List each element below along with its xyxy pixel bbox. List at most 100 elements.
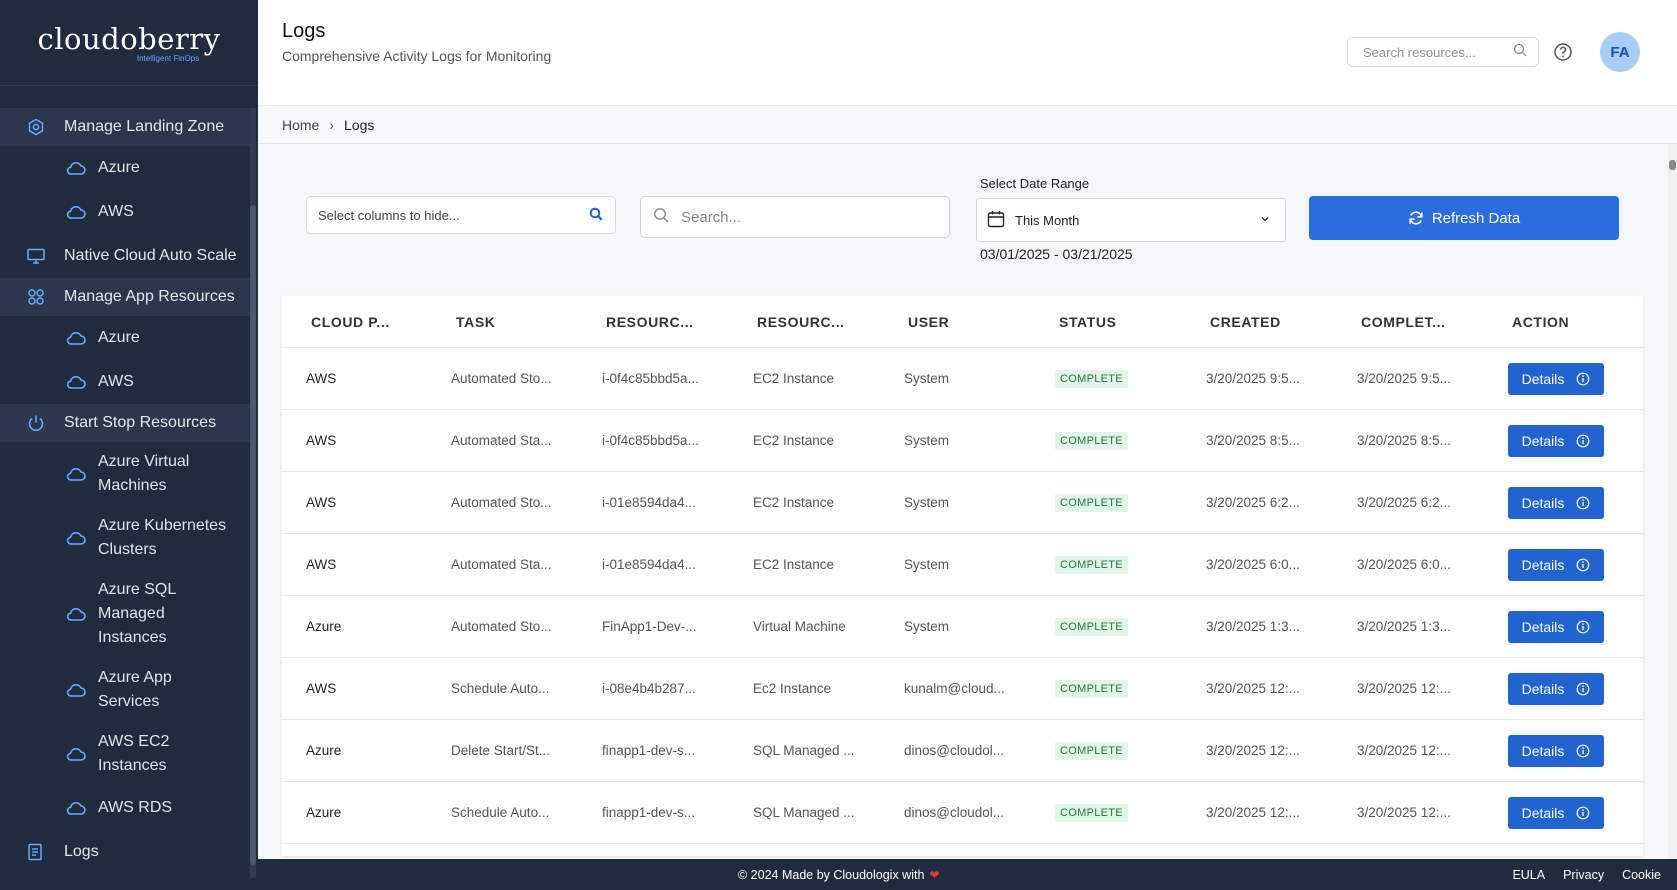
column-hide-input[interactable] (318, 207, 578, 223)
cell-resource-id: finapp1-dev-s... (602, 743, 696, 758)
column-header[interactable]: TASK (456, 313, 496, 330)
details-button[interactable]: Details (1508, 672, 1604, 705)
brand-logo[interactable]: cloudoberry Intelligent FinOps (0, 0, 258, 86)
cell-user: kunalm@cloud... (904, 681, 1005, 696)
cloud-icon (66, 744, 86, 764)
sidebar-item-azure-app-services[interactable]: Azure App Services (0, 658, 252, 722)
sidebar-item-aws-rds[interactable]: AWS RDS (0, 786, 252, 830)
sidebar-item-manage-landing-zone[interactable]: Manage Landing Zone (0, 108, 252, 146)
cell-status: COMPLETE (1037, 493, 1188, 512)
details-button[interactable]: Details (1508, 424, 1604, 457)
cell-completed: 3/20/2025 6:2... (1357, 495, 1451, 510)
column-header[interactable]: RESOURC... (757, 313, 845, 330)
info-icon (1576, 744, 1590, 758)
table-search[interactable] (640, 196, 950, 238)
cell-resource-type: EC2 Instance (753, 433, 835, 448)
cell-resource-id: i-01e8594da4... (602, 557, 696, 572)
main-content: Select Date Range This Month 03/01/2025 … (258, 144, 1668, 859)
sidebar-item-label: Logs (64, 843, 99, 860)
sidebar-item-azure-sql-managed-instances[interactable]: Azure SQL Managed Instances (0, 570, 252, 658)
cell-resource-id: i-0f4c85bbd5a... (602, 371, 699, 386)
main-scrollbar-thumb[interactable] (1669, 160, 1676, 170)
details-button[interactable]: Details (1508, 796, 1604, 829)
cloud-icon (66, 798, 86, 818)
column-header: ACTION (1512, 313, 1570, 330)
sidebar-item-manage-app-resources[interactable]: Manage App Resources (0, 278, 252, 316)
cell-resource-type: EC2 Instance (753, 371, 835, 386)
sidebar-item-app-aws[interactable]: AWS (0, 360, 252, 404)
hexagon-gear-icon (26, 117, 46, 137)
column-header[interactable]: CREATED (1210, 313, 1281, 330)
details-label: Details (1521, 742, 1565, 759)
cell-resource-type: Virtual Machine (753, 619, 846, 634)
details-button[interactable]: Details (1508, 486, 1604, 519)
details-label: Details (1521, 370, 1565, 387)
status-badge: COMPLETE (1055, 679, 1128, 698)
cell-resource-id: i-0f4c85bbd5a... (602, 433, 699, 448)
sidebar-item-label: Azure Kubernetes Clusters (98, 517, 227, 558)
cell-completed: 3/20/2025 12:... (1357, 743, 1451, 758)
details-label: Details (1521, 494, 1565, 511)
column-header[interactable]: RESOURC... (606, 313, 694, 330)
column-header[interactable]: CLOUD P... (311, 313, 390, 330)
sidebar-item-logs[interactable]: Logs (0, 830, 252, 874)
status-badge: COMPLETE (1055, 803, 1128, 822)
sidebar-item-azure-virtual-machines[interactable]: Azure Virtual Machines (0, 442, 252, 506)
cell-task: Automated Sto... (451, 495, 552, 510)
sidebar-item-start-stop-resources[interactable]: Start Stop Resources (0, 404, 252, 442)
details-label: Details (1521, 556, 1565, 573)
footer-link-cookie[interactable]: Cookie (1622, 867, 1661, 882)
footer-links: EULA Privacy Cookie (1512, 868, 1661, 882)
sidebar-item-aws-ec2-instances[interactable]: AWS EC2 Instances (0, 722, 252, 786)
table-row: Azure Automated Sto... FinApp1-Dev-... Virt… (282, 596, 1643, 658)
cell-created: 3/20/2025 1:3... (1206, 619, 1300, 634)
resource-search-input[interactable] (1363, 44, 1513, 60)
column-hide-select[interactable] (306, 196, 616, 234)
sidebar-scrollbar-thumb[interactable] (250, 205, 256, 865)
sidebar-item-native-cloud-auto-scale[interactable]: Native Cloud Auto Scale (0, 234, 252, 278)
details-button[interactable]: Details (1508, 734, 1604, 767)
cloud-icon (66, 528, 86, 548)
cell-cloud: AWS (306, 433, 337, 448)
details-button[interactable]: Details (1508, 362, 1604, 395)
cell-cloud: AWS (306, 557, 337, 572)
sidebar-item-label: Manage App Resources (64, 288, 235, 305)
sidebar-item-azure-kubernetes-clusters[interactable]: Azure Kubernetes Clusters (0, 506, 252, 570)
breadcrumb-home[interactable]: Home (282, 116, 320, 133)
column-header[interactable]: USER (908, 313, 950, 330)
sidebar-item-label: Manage Landing Zone (64, 118, 225, 135)
search-icon[interactable] (1513, 43, 1527, 62)
logs-icon (26, 842, 46, 862)
cloud-icon (66, 158, 86, 178)
cell-created: 3/20/2025 6:0... (1206, 557, 1300, 572)
table-search-input[interactable] (681, 208, 941, 226)
info-icon (1576, 806, 1590, 820)
refresh-icon (1408, 210, 1424, 226)
table-row: Azure Schedule Auto... finapp1-dev-s... SQL… (282, 782, 1643, 844)
search-icon[interactable] (589, 207, 603, 226)
cell-action: Details (1490, 734, 1643, 767)
sidebar-item-landing-azure[interactable]: Azure (0, 146, 252, 190)
sidebar-item-app-azure[interactable]: Azure (0, 316, 252, 360)
column-header[interactable]: COMPLET... (1361, 313, 1446, 330)
cell-cloud: Azure (306, 805, 342, 820)
brand-tagline: Intelligent FinOps (136, 54, 200, 63)
date-range-select[interactable]: This Month (976, 198, 1286, 242)
cell-task: Delete Start/St... (451, 743, 551, 758)
cell-resource-id: i-08e4b4b287... (602, 681, 696, 696)
main-scrollbar[interactable] (1668, 144, 1677, 859)
footer-link-privacy[interactable]: Privacy (1563, 867, 1605, 882)
details-button[interactable]: Details (1508, 548, 1604, 581)
column-header[interactable]: STATUS (1059, 313, 1117, 330)
cell-status: COMPLETE (1037, 679, 1188, 698)
info-icon (1576, 558, 1590, 572)
help-icon[interactable] (1553, 42, 1573, 62)
details-label: Details (1521, 618, 1565, 635)
avatar[interactable]: FA (1600, 32, 1640, 72)
details-button[interactable]: Details (1508, 610, 1604, 643)
footer-link-eula[interactable]: EULA (1512, 867, 1546, 882)
sidebar-item-landing-aws[interactable]: AWS (0, 190, 252, 234)
resource-search[interactable] (1347, 37, 1539, 67)
refresh-data-button[interactable]: Refresh Data (1309, 196, 1619, 240)
cell-completed: 3/20/2025 9:5... (1357, 371, 1451, 386)
